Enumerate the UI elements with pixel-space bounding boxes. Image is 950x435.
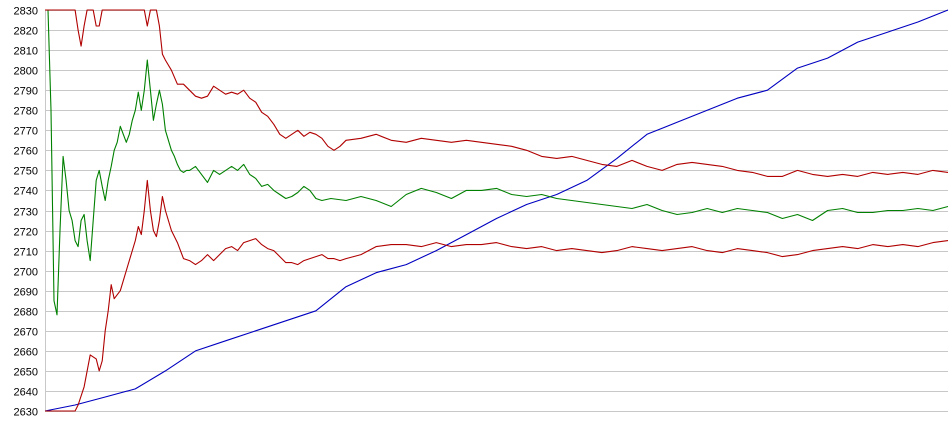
y-tick-label: 2690	[14, 287, 38, 299]
y-tick-label: 2730	[14, 207, 38, 219]
series-group	[44, 9, 949, 412]
y-tick-label: 2630	[14, 407, 38, 419]
series-line-red-lower	[45, 179, 949, 412]
y-tick-label: 2750	[14, 166, 38, 178]
y-tick-label: 2650	[14, 367, 38, 379]
y-tick-labels: 2630 2640 2650 2660 2670 2680 2690 2700 2710 2720…	[14, 6, 38, 419]
y-tick-label: 2780	[14, 106, 38, 118]
y-tick-label: 2700	[14, 267, 38, 279]
series-line-green	[45, 9, 949, 316]
y-tick-label: 2680	[14, 307, 38, 319]
grid	[45, 10, 948, 412]
y-tick-label: 2820	[14, 26, 38, 38]
y-tick-label: 2710	[14, 247, 38, 259]
y-tick-label: 2770	[14, 126, 38, 138]
y-tick-label: 2660	[14, 347, 38, 359]
y-tick-label: 2810	[14, 46, 38, 58]
y-tick-label: 2800	[14, 66, 38, 78]
y-tick-label: 2720	[14, 227, 38, 239]
y-tick-label: 2740	[14, 186, 38, 198]
y-tick-label: 2670	[14, 327, 38, 339]
series-line-red-upper	[45, 9, 949, 177]
y-tick-label: 2760	[14, 146, 38, 158]
series-line-blue	[44, 9, 949, 412]
y-tick-label: 2790	[14, 86, 38, 98]
y-tick-label: 2830	[14, 6, 38, 18]
y-tick-label: 2640	[14, 387, 38, 399]
